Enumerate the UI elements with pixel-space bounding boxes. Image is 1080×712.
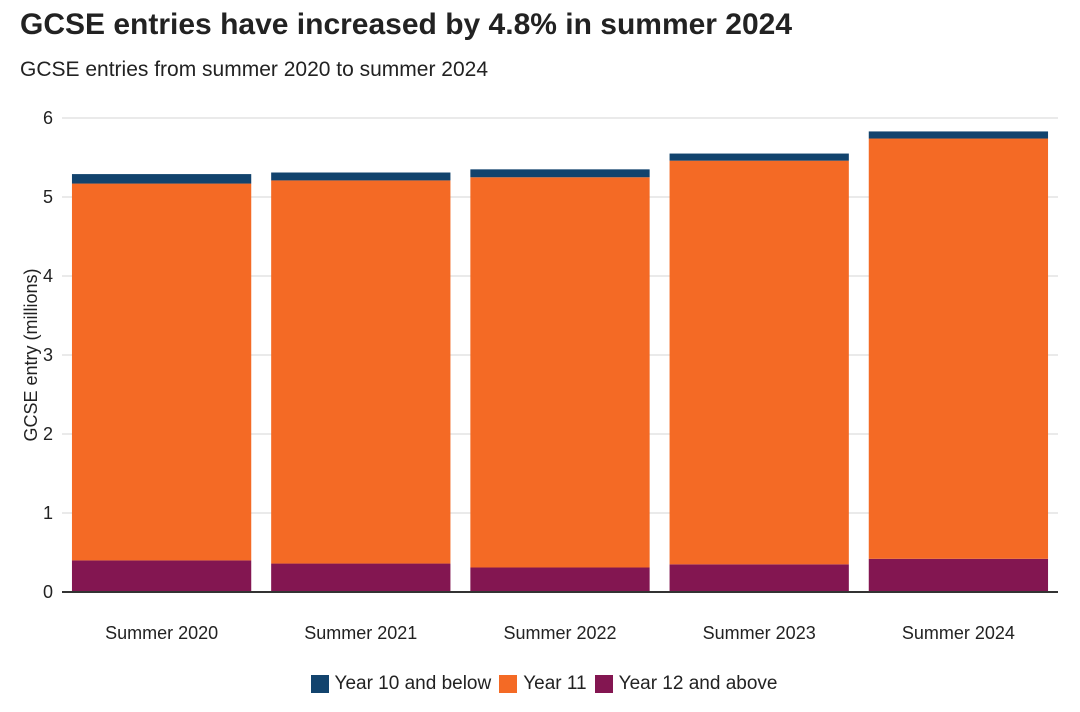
x-tick-label: Summer 2020: [105, 623, 218, 643]
legend-swatch: [499, 675, 518, 693]
bar-segment-year-11-3: [669, 160, 849, 565]
x-tick-label: Summer 2024: [902, 623, 1015, 643]
axes: 0 1 2 3 4 5 6 Summer 2020 Summer 2021 Summer 2022…: [43, 108, 1058, 643]
legend-label: Year 10 and below: [334, 673, 492, 694]
y-tick-label: 0: [43, 582, 53, 602]
bar-segment-year-12-and-above-3: [669, 564, 849, 592]
y-axis-label: GCSE entry (millions): [21, 268, 41, 441]
y-tick-label: 1: [43, 503, 53, 523]
bar-segment-year-10-and-below-2: [470, 169, 650, 178]
legend-label: Year 11: [523, 673, 587, 694]
bar-segment-year-12-and-above-4: [868, 558, 1049, 592]
bar-segment-year-12-and-above-0: [71, 560, 252, 592]
y-tick-label: 6: [43, 108, 53, 128]
bar-segment-year-12-and-above-2: [470, 567, 650, 592]
legend-item: Year 10 and below: [310, 673, 492, 695]
bar-segment-year-11-1: [271, 180, 451, 564]
bar-segment-year-11-4: [868, 138, 1049, 559]
x-tick-label: Summer 2022: [503, 623, 616, 643]
bar-segment-year-11-2: [470, 177, 650, 568]
legend-item: Year 11: [499, 673, 587, 695]
y-tick-label: 5: [43, 187, 53, 207]
bar-segment-year-10-and-below-3: [669, 153, 849, 161]
legend-label: Year 12 and above: [618, 673, 778, 694]
y-tick-label: 3: [43, 345, 53, 365]
x-tick-label: Summer 2023: [703, 623, 816, 643]
bar-segment-year-12-and-above-1: [271, 563, 451, 592]
chart-subtitle: GCSE entries from summer 2020 to summer …: [20, 58, 489, 81]
legend-swatch: [594, 675, 613, 693]
bar-segment-year-11-0: [71, 183, 252, 561]
bar-segment-year-10-and-below-0: [71, 174, 252, 184]
bar-segment-year-10-and-below-4: [868, 131, 1049, 139]
x-tick-label: Summer 2021: [304, 623, 417, 643]
legend-swatch: [310, 675, 329, 693]
y-tick-label: 2: [43, 424, 53, 444]
bars: [71, 131, 1049, 592]
y-tick-label: 4: [43, 266, 53, 286]
bar-segment-year-10-and-below-1: [271, 172, 451, 181]
chart-title: GCSE entries have increased by 4.8% in s…: [20, 8, 793, 41]
legend: Year 10 and below Year 11 Year 12 and abov…: [0, 673, 1080, 695]
legend-item: Year 12 and above: [594, 673, 778, 695]
